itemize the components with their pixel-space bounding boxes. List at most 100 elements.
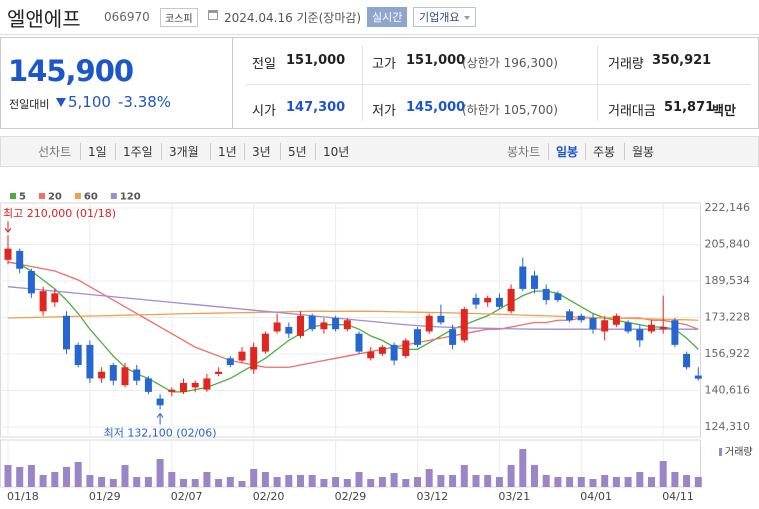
candle-period-button[interactable]: 일봉	[548, 143, 578, 160]
candle-body	[542, 288, 550, 301]
x-tick-label: 03/12	[417, 490, 449, 503]
realtime-button[interactable]: 실시간	[367, 7, 408, 27]
volume-bar	[554, 476, 562, 487]
candle-body	[215, 371, 223, 374]
volume-bar	[191, 479, 199, 487]
field-label: 거래대금	[608, 104, 656, 119]
y-tick-label: 189,534	[705, 274, 751, 287]
period-button[interactable]: 1주일	[115, 143, 153, 160]
volume-bar	[74, 462, 82, 487]
x-tick-label: 02/07	[171, 490, 203, 503]
x-tick-label: 02/29	[335, 490, 367, 503]
toolbar	[0, 136, 759, 167]
volume-label: 거래량	[725, 446, 753, 458]
legend-label: 60	[84, 192, 98, 203]
candle-body	[402, 340, 410, 357]
volume-bar	[566, 476, 574, 487]
candle-body	[86, 344, 94, 379]
candle-body	[261, 333, 269, 352]
candle-body	[238, 351, 246, 361]
volume-bar	[683, 474, 691, 487]
field-note: (하한가 105,700)	[462, 103, 558, 117]
x-tick-label: 01/29	[89, 490, 121, 503]
candle-body	[63, 315, 70, 350]
candle-body	[109, 365, 117, 381]
stock-name: 엘앤에프	[7, 7, 81, 31]
volume-bar	[636, 472, 644, 487]
candle-body	[507, 288, 515, 312]
legend-swatch	[74, 193, 81, 199]
legend-swatch	[10, 193, 16, 199]
field-label: 고가	[372, 57, 396, 72]
candle-period-button[interactable]: 월봉	[624, 143, 654, 160]
candle-body	[144, 378, 152, 392]
y-tick-label: 205,840	[705, 238, 751, 251]
volume-bar	[63, 466, 70, 487]
date: 2024.04.16 기준(장마감)	[224, 11, 362, 25]
candle-body	[273, 322, 281, 332]
company-label: 기업개요	[419, 11, 460, 24]
candle-body	[308, 315, 316, 330]
volume-bar	[297, 474, 304, 487]
candle-body	[414, 329, 421, 345]
candle-chart-label: 봉차트	[507, 145, 541, 159]
candle-body	[694, 375, 702, 379]
candle-body	[577, 315, 585, 321]
candle-body	[191, 382, 199, 388]
candle-body	[472, 297, 480, 305]
volume-bar	[215, 479, 223, 487]
y-tick-label: 124,310	[705, 420, 751, 433]
volume-bar	[355, 472, 363, 487]
volume-bar	[495, 476, 503, 487]
candle-body	[39, 291, 47, 312]
volume-bar	[648, 476, 655, 487]
x-tick-label: 01/18	[7, 490, 39, 503]
period-button[interactable]: 10년	[315, 143, 349, 160]
legend-label: 120	[120, 192, 141, 203]
candle-body	[226, 358, 234, 366]
candle-period-button[interactable]: 주봉	[585, 143, 615, 160]
volume-bar	[133, 476, 141, 487]
x-tick-label: 03/21	[498, 490, 530, 503]
field-note: (상한가 196,300)	[462, 56, 558, 70]
divider	[362, 45, 363, 121]
divider	[232, 38, 233, 128]
volume-bar	[542, 474, 550, 487]
candle-body	[27, 271, 35, 294]
candle-body	[589, 318, 597, 330]
high-annotation: 최고 210,000 (01/18)	[3, 207, 116, 220]
volume-bar	[285, 474, 293, 487]
period-button[interactable]: 3개월	[161, 143, 199, 160]
candle-body	[648, 324, 655, 332]
candle-body	[390, 344, 398, 361]
x-tick-label: 04/11	[662, 490, 694, 503]
candle-body	[121, 367, 129, 386]
period-button[interactable]: 1일	[80, 143, 107, 160]
change: 5,100	[68, 93, 111, 111]
volume-bar	[531, 465, 538, 487]
company-button[interactable]: 기업개요	[413, 7, 477, 27]
candle-body	[74, 344, 82, 366]
field-value: 51,871	[664, 100, 715, 115]
volume-bar	[694, 476, 702, 487]
period-button[interactable]: 1년	[210, 143, 237, 160]
volume-bar	[437, 474, 445, 487]
field-value: 147,300	[286, 100, 346, 115]
candle-body	[343, 320, 351, 330]
top-bar	[0, 0, 759, 35]
period-button[interactable]: 5년	[280, 143, 307, 160]
field-label: 저가	[372, 104, 396, 119]
volume-bar	[367, 479, 375, 487]
volume-bar	[27, 465, 35, 487]
candle-body	[250, 347, 258, 370]
volume-bar	[659, 460, 667, 487]
volume-bar	[144, 476, 152, 487]
candle-body	[566, 311, 574, 321]
candle-body	[156, 398, 164, 406]
period-button[interactable]: 3년	[244, 143, 271, 160]
candle-body	[554, 293, 562, 301]
y-tick-label: 173,228	[705, 311, 751, 324]
volume-bar	[156, 458, 164, 487]
candle-body	[624, 322, 632, 332]
legend-swatch	[38, 193, 45, 199]
